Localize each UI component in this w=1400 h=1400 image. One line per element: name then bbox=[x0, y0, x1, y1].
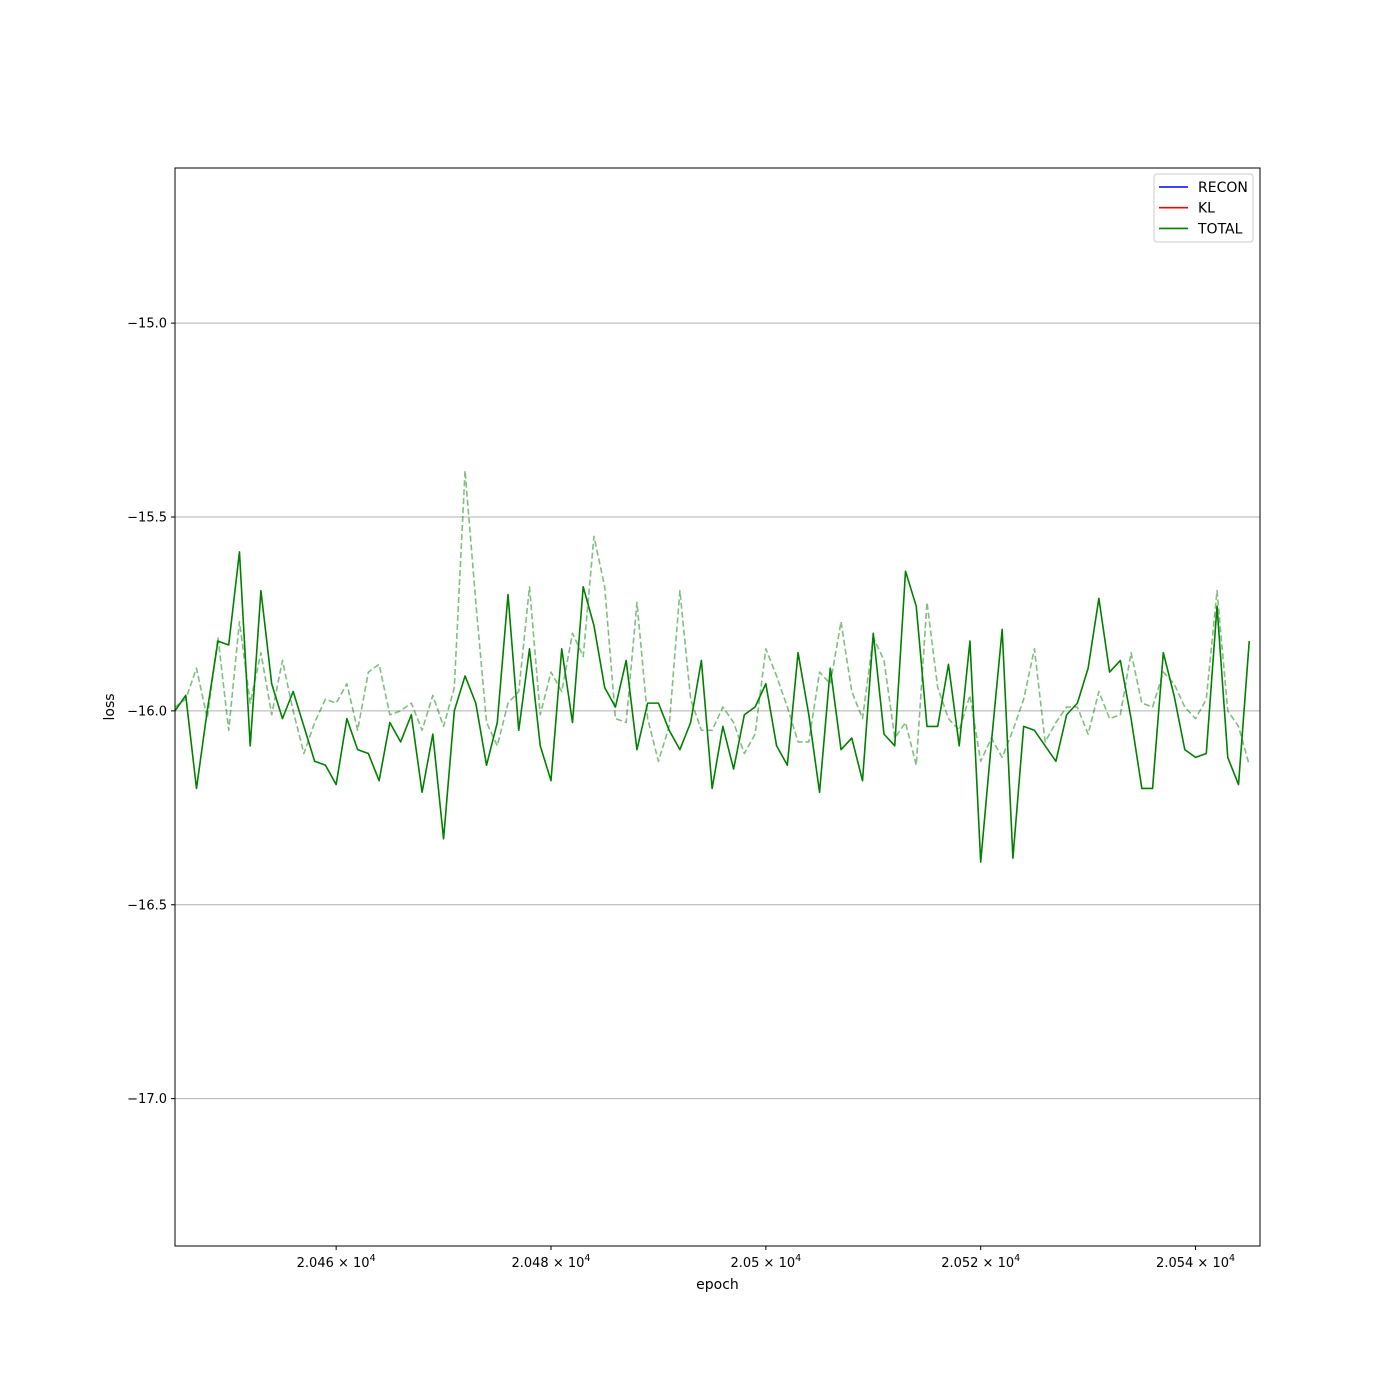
x-tick-times: × bbox=[1193, 1256, 1212, 1271]
x-tick-base: 10 bbox=[779, 1256, 796, 1271]
legend-label: KL bbox=[1198, 201, 1215, 217]
plot-frame bbox=[174, 167, 1261, 1247]
x-tick-base: 10 bbox=[1212, 1256, 1229, 1271]
x-tick-label: 2.054 × 104 bbox=[1156, 1253, 1235, 1271]
x-tick-label: 2.046 × 104 bbox=[297, 1253, 376, 1271]
x-tick-base: 10 bbox=[353, 1256, 370, 1271]
legend-label: TOTAL bbox=[1197, 221, 1243, 237]
series-line-dashed bbox=[174, 469, 1251, 766]
x-tick-mantissa: 2.046 bbox=[297, 1256, 334, 1271]
legend-label: RECON bbox=[1198, 180, 1248, 196]
x-tick-exponent: 4 bbox=[1229, 1253, 1235, 1264]
x-tick-mantissa: 2.05 bbox=[730, 1256, 759, 1271]
y-tick-label: −16.5 bbox=[127, 898, 167, 913]
x-tick-times: × bbox=[549, 1256, 568, 1271]
x-tick-label: 2.048 × 104 bbox=[511, 1253, 590, 1271]
series-lines bbox=[174, 469, 1251, 863]
x-tick-base: 10 bbox=[568, 1256, 585, 1271]
x-axis: 2.046 × 104 2.048 × 104 2.05 × 104 2.052 × … bbox=[297, 1246, 1235, 1271]
y-tick-label: −17.0 bbox=[127, 1092, 167, 1107]
x-tick-exponent: 4 bbox=[795, 1253, 801, 1264]
y-axis-label: loss bbox=[102, 693, 118, 720]
x-tick-mantissa: 2.052 bbox=[941, 1256, 978, 1271]
x-tick-label: 2.05 × 104 bbox=[730, 1253, 801, 1271]
y-axis: −15.0 −15.5 −16.0 −16.5 −17.0 bbox=[127, 317, 175, 1107]
grid-lines bbox=[175, 322, 1260, 1100]
y-tick-label: −15.0 bbox=[127, 317, 167, 332]
x-tick-label: 2.052 × 104 bbox=[941, 1253, 1020, 1271]
x-tick-exponent: 4 bbox=[370, 1253, 376, 1264]
x-tick-mantissa: 2.048 bbox=[511, 1256, 548, 1271]
series-line-total bbox=[174, 551, 1251, 863]
x-tick-times: × bbox=[334, 1256, 353, 1271]
x-tick-exponent: 4 bbox=[1014, 1253, 1020, 1264]
x-axis-label: epoch bbox=[696, 1277, 739, 1293]
x-tick-base: 10 bbox=[998, 1256, 1015, 1271]
legend: RECON KL TOTAL bbox=[1153, 173, 1254, 243]
y-tick-label: −16.0 bbox=[127, 704, 167, 719]
y-tick-label: −15.5 bbox=[127, 510, 167, 525]
x-tick-mantissa: 2.054 bbox=[1156, 1256, 1193, 1271]
legend-box bbox=[1153, 173, 1254, 243]
x-tick-exponent: 4 bbox=[584, 1253, 590, 1264]
x-tick-times: × bbox=[759, 1256, 778, 1271]
x-tick-times: × bbox=[978, 1256, 997, 1271]
